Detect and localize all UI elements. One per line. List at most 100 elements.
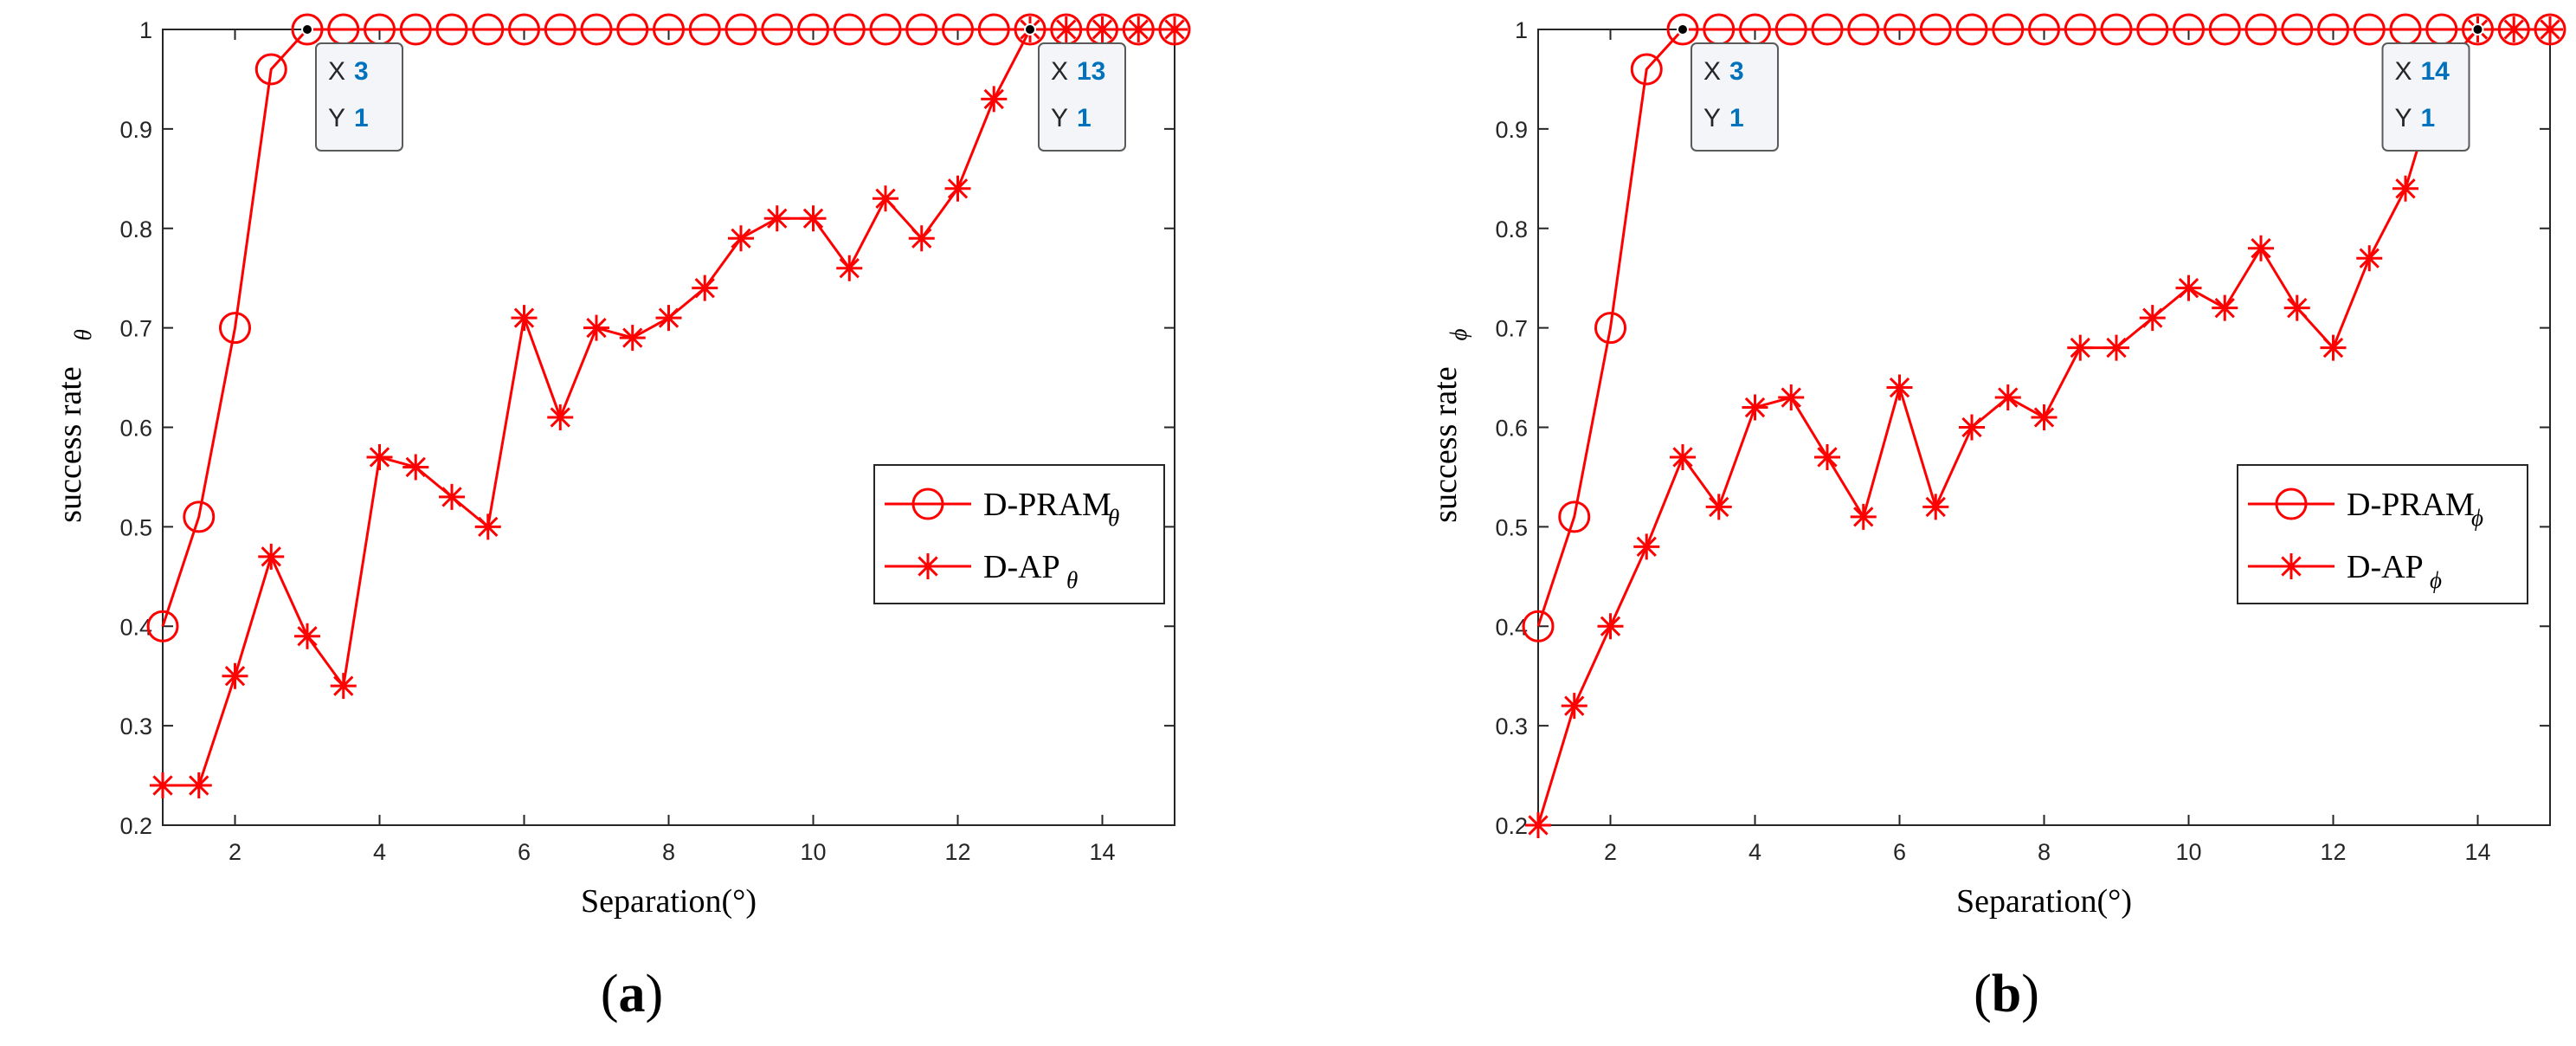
data-point-asterisk	[150, 772, 176, 799]
y-axis-label: success rate θ	[52, 329, 96, 522]
data-point-asterisk	[2501, 16, 2528, 42]
data-point-asterisk	[2103, 334, 2129, 361]
data-point-circle	[1992, 13, 2025, 46]
legend-box	[2237, 464, 2528, 604]
plot-area	[162, 29, 1175, 826]
x-tick-label: 8	[2038, 839, 2051, 865]
data-point-asterisk	[2139, 305, 2166, 332]
y-tick-label: 0.9	[119, 117, 152, 143]
data-point-circle	[183, 500, 216, 533]
datatip-value: 3	[1729, 57, 1744, 86]
data-point-asterisk	[583, 314, 609, 341]
data-point-asterisk	[2283, 294, 2310, 321]
data-point-circle	[1955, 13, 1988, 46]
x-tick-label: 8	[662, 839, 675, 865]
data-point-asterisk	[2356, 245, 2383, 272]
data-point-asterisk	[1994, 384, 2021, 411]
x-tick-label: 12	[944, 839, 970, 865]
data-point-asterisk	[402, 454, 429, 481]
y-axis-label-subscript: θ	[70, 329, 96, 340]
y-tick-label: 1	[139, 17, 152, 43]
datatip-anchor-dot[interactable]	[1024, 23, 1036, 36]
datatip-anchor-dot[interactable]	[1677, 23, 1689, 36]
y-tick-label: 0.6	[119, 416, 152, 442]
x-tick-label: 14	[2464, 839, 2490, 865]
datatip-value: 1	[2421, 104, 2436, 132]
datatip-key: Y	[328, 104, 345, 132]
data-point-asterisk	[330, 673, 357, 700]
data-point-circle	[508, 13, 540, 46]
datatip[interactable]: X 3Y 1	[1677, 23, 1779, 152]
data-point-asterisk	[2392, 175, 2418, 202]
datatip-value: 14	[2421, 57, 2450, 86]
panel-label-open: (	[1974, 965, 1992, 1023]
data-point-asterisk	[258, 543, 285, 570]
datatip[interactable]: X 13 Y 1	[1024, 23, 1126, 152]
data-point-asterisk	[1922, 494, 1949, 520]
panel-label-letter: b	[1992, 965, 2021, 1023]
data-point-asterisk	[692, 274, 718, 301]
data-point-circle	[2208, 13, 2241, 46]
panel-label-close: )	[646, 965, 664, 1023]
data-point-circle	[2064, 13, 2096, 46]
datatip[interactable]: X 14 Y 1	[2381, 23, 2484, 152]
chart-panel-b: 2 4 6 8 10 12 140.20.30.40.50.60.70.80.91Separ…	[1427, 13, 2566, 1023]
datatip-value: 3	[354, 57, 369, 86]
data-point-asterisk	[185, 772, 212, 799]
data-point-circle	[2136, 13, 2169, 46]
legend-entry: D-AP ϕ	[2248, 549, 2442, 593]
y-tick-label: 0.8	[119, 216, 152, 242]
datatip-box[interactable]	[2381, 42, 2470, 152]
data-point-circle	[435, 13, 468, 46]
datatip-key: Y	[1703, 104, 1721, 132]
data-point-asterisk	[655, 305, 682, 332]
data-point-circle	[2244, 13, 2277, 46]
data-point-asterisk	[1886, 374, 1913, 401]
data-point-asterisk	[1705, 494, 1732, 520]
legend-label-subscript: ϕ	[2471, 505, 2483, 531]
data-point-asterisk	[1670, 443, 1696, 470]
y-axis-label: success rate ϕ	[1427, 329, 1472, 523]
legend-label: D-PRAM	[983, 487, 1111, 523]
datatip-box[interactable]	[315, 42, 403, 152]
x-tick-label: 10	[800, 839, 826, 865]
datatip-key: Y	[1051, 104, 1068, 132]
y-tick-label: 0.3	[119, 713, 152, 739]
data-point-circle	[977, 13, 1010, 46]
data-point-asterisk	[2067, 334, 2094, 361]
datatip-box[interactable]	[1038, 42, 1126, 152]
legend-entry: D-AP θ	[885, 549, 1078, 593]
datatip-key: X	[1703, 57, 1721, 86]
panel-label: (b)	[1974, 965, 2039, 1023]
y-tick-label: 0.3	[1495, 713, 1528, 739]
x-tick-label: 10	[2175, 839, 2201, 865]
data-point-asterisk	[800, 205, 827, 232]
datatip-anchor-dot[interactable]	[301, 23, 313, 36]
y-tick-label: 0.2	[1495, 813, 1528, 839]
legend-marker-asterisk	[915, 553, 941, 579]
data-point-asterisk	[763, 205, 790, 232]
legend-label: D-AP	[983, 549, 1060, 585]
legend-label-subscript: θ	[1066, 567, 1078, 593]
datatip-key: X	[328, 57, 345, 86]
datatip-value: 1	[354, 104, 369, 132]
data-point-circle	[2028, 13, 2060, 46]
datatip[interactable]: X 3Y 1	[301, 23, 403, 152]
datatip-anchor-dot[interactable]	[2471, 23, 2484, 36]
y-tick-label: 0.5	[119, 514, 152, 540]
datatip-key: X	[2395, 57, 2412, 86]
data-point-asterisk	[619, 325, 646, 352]
data-point-circle	[1774, 13, 1807, 46]
legend-label-subscript: ϕ	[2430, 567, 2442, 593]
data-point-circle	[2317, 13, 2349, 46]
datatip-box[interactable]	[1690, 42, 1779, 152]
data-point-circle	[2353, 13, 2386, 46]
data-point-circle	[869, 13, 902, 46]
x-tick-label: 6	[518, 839, 531, 865]
series-d-ap-asterisk	[1525, 16, 2563, 838]
y-axis-label-text: success rate	[52, 366, 88, 522]
data-point-asterisk	[1162, 16, 1188, 42]
y-tick-label: 0.2	[119, 813, 152, 839]
datatip-value: 1	[1729, 104, 1744, 132]
data-point-asterisk	[366, 443, 393, 470]
